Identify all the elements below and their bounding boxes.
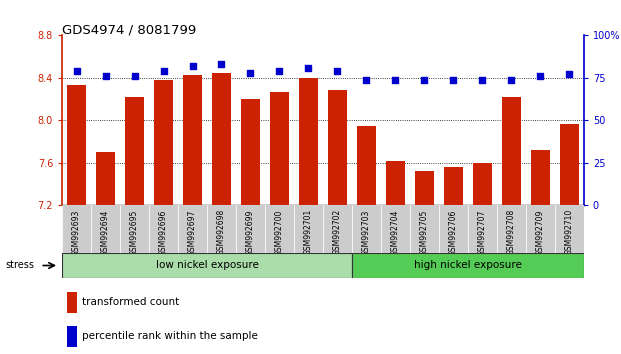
Text: GSM992701: GSM992701 [304,209,313,255]
Point [217,62,227,67]
Bar [62,205,91,253]
Point [158,68,168,74]
Bar [265,205,294,253]
Text: GSM992706: GSM992706 [449,209,458,256]
Bar [120,205,149,253]
Text: GSM992696: GSM992696 [159,209,168,256]
Bar [410,205,439,253]
Bar [473,163,492,205]
Text: GSM992704: GSM992704 [391,209,400,256]
Bar [468,205,497,253]
Point [448,77,458,82]
Point [274,68,284,74]
Bar [386,161,405,205]
Bar [62,253,352,278]
Bar [555,205,584,253]
Bar [531,150,550,205]
Bar [207,205,236,253]
Bar [439,205,468,253]
Text: GSM992702: GSM992702 [333,209,342,255]
Bar [560,124,579,205]
Text: GSM992693: GSM992693 [72,209,81,256]
Text: GSM992700: GSM992700 [275,209,284,256]
Text: percentile rank within the sample: percentile rank within the sample [82,331,258,341]
Text: GSM992708: GSM992708 [507,209,516,255]
Bar [96,152,115,205]
Text: transformed count: transformed count [82,297,179,307]
Point [361,77,371,82]
Text: low nickel exposure: low nickel exposure [156,261,258,270]
Point [478,77,487,82]
Bar [183,75,202,205]
Bar [241,99,260,205]
Bar [352,253,584,278]
Bar [352,205,381,253]
Text: GSM992705: GSM992705 [420,209,429,256]
Point [564,72,574,77]
Bar [328,90,347,205]
Bar [526,205,555,253]
Bar [178,205,207,253]
Point [391,77,401,82]
Text: stress: stress [5,260,34,270]
Bar [502,97,520,205]
Bar [270,92,289,205]
Bar [236,205,265,253]
Bar [154,80,173,205]
Bar [381,205,410,253]
Bar [149,205,178,253]
Bar [91,205,120,253]
Text: GSM992694: GSM992694 [101,209,110,256]
Bar [67,85,86,205]
Bar [125,97,144,205]
Bar [444,167,463,205]
Point [304,65,314,70]
Text: GSM992703: GSM992703 [362,209,371,256]
Bar [212,73,231,205]
Text: high nickel exposure: high nickel exposure [414,261,522,270]
Bar [299,78,318,205]
Point [130,73,140,79]
Point [506,77,516,82]
Text: GSM992698: GSM992698 [217,209,226,255]
Bar [415,171,433,205]
Bar [294,205,323,253]
Bar [497,205,526,253]
Bar [67,292,77,313]
Point [332,68,342,74]
Point [535,73,545,79]
Text: GSM992695: GSM992695 [130,209,139,256]
Text: GSM992709: GSM992709 [536,209,545,256]
Point [419,77,429,82]
Text: GSM992699: GSM992699 [246,209,255,256]
Text: GDS4974 / 8081799: GDS4974 / 8081799 [62,23,196,36]
Point [245,70,255,76]
Text: GSM992710: GSM992710 [564,209,574,255]
Point [101,73,111,79]
Bar [357,126,376,205]
Bar [67,326,77,347]
Point [188,63,197,69]
Point [71,68,81,74]
Bar [323,205,352,253]
Text: GSM992707: GSM992707 [478,209,487,256]
Text: GSM992697: GSM992697 [188,209,197,256]
